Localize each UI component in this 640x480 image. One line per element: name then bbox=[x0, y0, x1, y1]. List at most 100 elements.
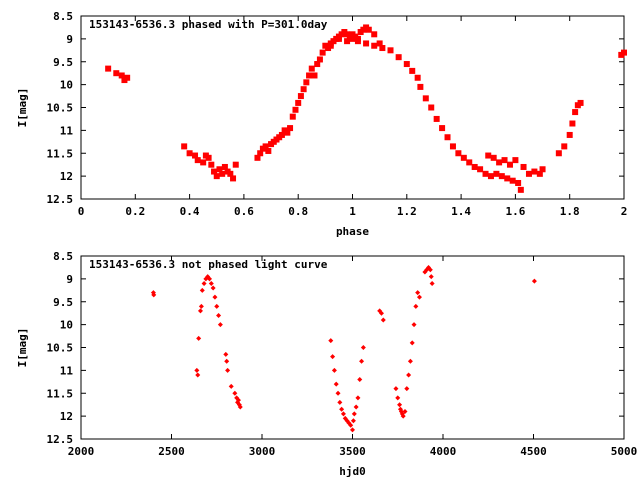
phased-data-point bbox=[466, 159, 473, 166]
phased-x-tick-label: 0 bbox=[78, 205, 85, 218]
phased-data-point bbox=[300, 86, 307, 93]
phased-data-point bbox=[555, 150, 562, 157]
phased-data-point bbox=[221, 163, 228, 170]
unphased-y-tick-label: 10 bbox=[60, 319, 73, 332]
unphased-data-point bbox=[214, 303, 220, 309]
unphased-data-point bbox=[402, 409, 408, 415]
phased-data-point bbox=[460, 154, 467, 161]
unphased-y-axis-label: I[mag] bbox=[16, 328, 29, 368]
unphased-light-curve-panel: 2000 2500 3000 3500 4000 4500 5000 8.5 9 9.5 10 10.… bbox=[16, 250, 637, 478]
phased-data-point bbox=[569, 120, 576, 127]
unphased-data-point bbox=[228, 383, 234, 389]
phased-data-point bbox=[278, 131, 285, 138]
unphased-data-point bbox=[225, 367, 231, 373]
phased-data-point bbox=[254, 154, 261, 161]
phased-data-point bbox=[186, 150, 193, 157]
unphased-y-tick-label: 9 bbox=[66, 273, 73, 286]
phased-data-point bbox=[455, 150, 462, 157]
phased-data-point bbox=[213, 173, 220, 180]
phased-data-point bbox=[387, 47, 394, 54]
phased-data-point bbox=[525, 170, 532, 177]
phased-data-point bbox=[428, 104, 435, 111]
phased-data-point bbox=[194, 157, 201, 164]
phased-data-point bbox=[498, 173, 505, 180]
unphased-data-point bbox=[351, 411, 357, 417]
phased-y-tick-label: 12.5 bbox=[47, 193, 74, 206]
unphased-data-point bbox=[216, 312, 222, 318]
phased-data-point bbox=[192, 152, 199, 159]
phased-data-point bbox=[211, 168, 218, 175]
phased-data-point bbox=[403, 61, 410, 68]
phased-data-point bbox=[287, 125, 294, 132]
unphased-x-tick-label: 5000 bbox=[611, 445, 638, 458]
unphased-data-point bbox=[415, 290, 421, 296]
unphased-data-point bbox=[360, 345, 366, 350]
phased-data-point bbox=[311, 72, 318, 79]
phased-data-point bbox=[297, 93, 304, 100]
phased-data-point bbox=[515, 179, 522, 186]
unphased-data-point bbox=[197, 308, 203, 314]
phased-data-point bbox=[414, 74, 421, 81]
phased-x-tick-label: 0.4 bbox=[180, 205, 200, 218]
phased-plot-title: 153143-6536.3 phased with P=301.0day bbox=[89, 18, 328, 31]
unphased-x-tick-label: 4000 bbox=[430, 445, 457, 458]
unphased-data-point bbox=[411, 322, 417, 328]
phased-data-point bbox=[289, 113, 296, 120]
phased-data-point bbox=[485, 152, 492, 159]
unphased-y-tick-label: 11 bbox=[60, 364, 74, 377]
phased-data-point bbox=[216, 166, 223, 173]
unphased-data-point bbox=[350, 418, 356, 424]
phased-data-point bbox=[371, 42, 378, 49]
unphased-data-point bbox=[429, 280, 435, 286]
phased-y-axis-label: I[mag] bbox=[16, 88, 29, 128]
unphased-data-point bbox=[333, 381, 339, 387]
phased-data-point bbox=[536, 170, 543, 177]
unphased-data-point bbox=[210, 285, 216, 291]
phased-data-point bbox=[335, 35, 342, 42]
unphased-data-point bbox=[427, 267, 433, 273]
phased-data-point bbox=[621, 49, 627, 56]
phased-x-tick-label: 1.8 bbox=[560, 205, 580, 218]
phased-y-tick-label: 9 bbox=[66, 33, 73, 46]
phased-data-point bbox=[257, 150, 264, 157]
phased-data-point bbox=[105, 65, 112, 72]
phased-data-point bbox=[376, 40, 383, 47]
phased-y-tick-label: 11 bbox=[60, 124, 74, 137]
phased-data-point bbox=[230, 175, 237, 182]
phased-data-point bbox=[504, 175, 511, 182]
unphased-data-point bbox=[151, 292, 157, 298]
unphased-x-tick-label: 2000 bbox=[68, 445, 95, 458]
unphased-data-point bbox=[328, 338, 334, 344]
unphased-data-point bbox=[331, 367, 337, 373]
phased-data-point bbox=[306, 72, 313, 79]
phased-data-point bbox=[395, 54, 402, 61]
phased-data-point bbox=[113, 70, 120, 77]
phased-data-point bbox=[487, 173, 494, 180]
unphased-data-point bbox=[355, 395, 361, 401]
unphased-data-point bbox=[413, 303, 419, 309]
unphased-data-point bbox=[335, 390, 341, 396]
phased-x-tick-label: 1.6 bbox=[505, 205, 525, 218]
unphased-axis-ticks: 2000 2500 3000 3500 4000 4500 5000 8.5 9 9.5 10 10.… bbox=[47, 250, 638, 458]
phased-data-point bbox=[444, 134, 451, 141]
phased-data-point bbox=[319, 49, 326, 56]
unphased-data-point bbox=[409, 340, 415, 346]
phased-data-point bbox=[208, 161, 215, 168]
phased-data-point bbox=[577, 99, 584, 106]
phased-y-tick-label: 12 bbox=[60, 170, 73, 183]
unphased-data-point bbox=[380, 317, 386, 323]
unphased-data-point bbox=[217, 322, 223, 328]
phased-x-tick-label: 1 bbox=[349, 205, 356, 218]
phased-data-point bbox=[471, 163, 478, 170]
unphased-data-point bbox=[330, 354, 336, 360]
phased-data-point bbox=[365, 26, 372, 33]
phased-data-point bbox=[295, 99, 302, 106]
phased-data-point bbox=[493, 170, 500, 177]
phased-data-point bbox=[314, 61, 321, 68]
phased-data-point bbox=[303, 79, 310, 86]
unphased-data-point bbox=[337, 399, 343, 405]
unphased-data-point bbox=[194, 367, 200, 373]
unphased-data-points bbox=[150, 264, 537, 433]
phased-data-point bbox=[371, 31, 378, 38]
phased-data-point bbox=[449, 143, 456, 150]
